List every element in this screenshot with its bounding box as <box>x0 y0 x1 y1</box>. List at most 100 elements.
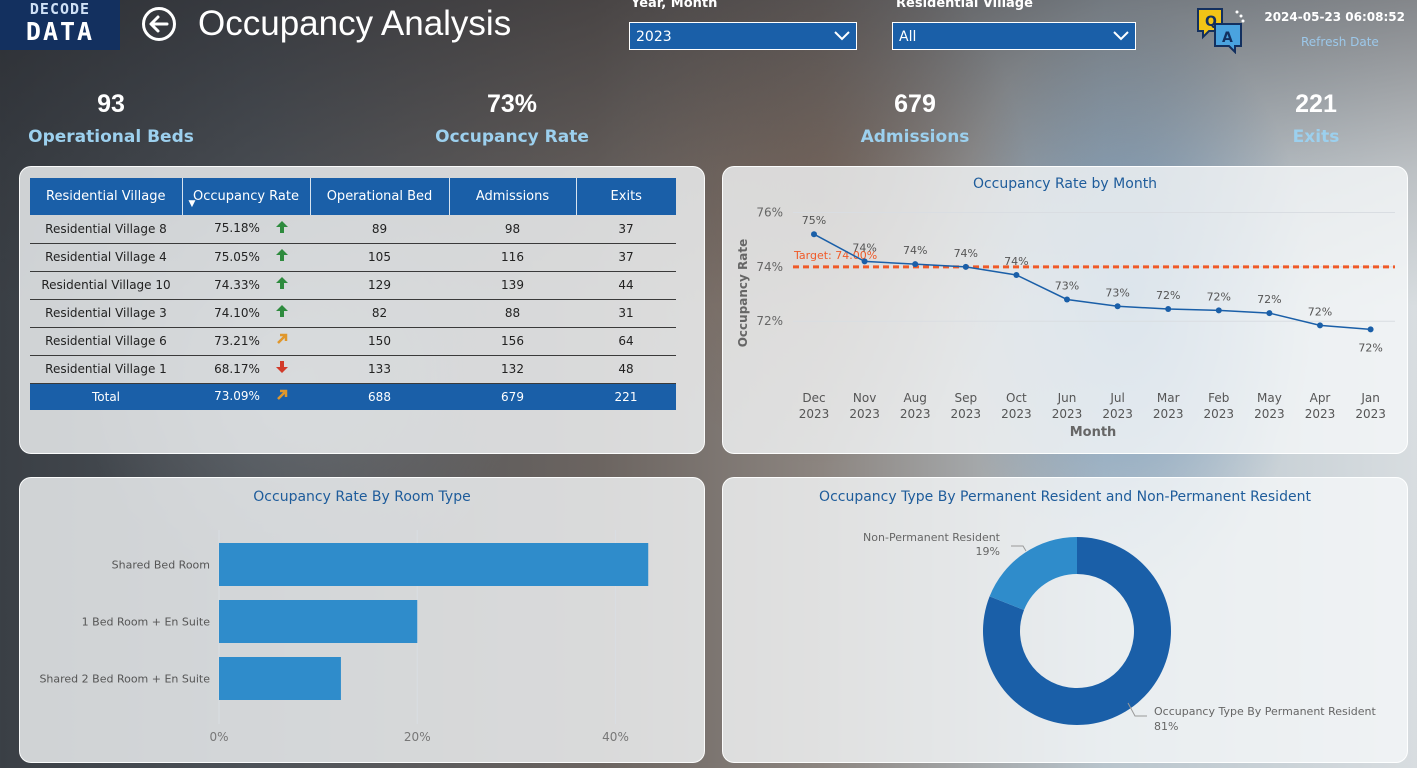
x-tick-month: Oct <box>1006 391 1027 405</box>
data-point[interactable] <box>1215 307 1222 314</box>
cell-exits: 48 <box>576 355 676 384</box>
kpi-label: Occupancy Rate <box>435 127 589 147</box>
x-tick-year: 2023 <box>1355 407 1386 421</box>
bar[interactable] <box>219 600 418 643</box>
leader-line <box>1011 545 1027 552</box>
data-point[interactable] <box>1165 306 1172 312</box>
bar[interactable] <box>219 657 341 700</box>
chart-title: Occupancy Rate By Room Type <box>253 489 471 505</box>
data-point[interactable] <box>1317 322 1323 329</box>
cell-village: Residential Village 4 <box>30 243 182 272</box>
x-tick-month: Aug <box>903 391 926 405</box>
cell-exits: 31 <box>576 299 676 328</box>
y-axis-label: Occupancy Rate <box>736 239 750 348</box>
year-month-slicer[interactable]: 2023 <box>629 22 857 50</box>
x-tick-label: 0% <box>209 730 228 744</box>
kpi-label: Exits <box>1292 127 1340 147</box>
table-header-row: Residential Village Occupancy Rate ▼ Ope… <box>30 178 676 215</box>
column-header-village[interactable]: Residential Village <box>30 178 183 215</box>
cell-exits: 221 <box>576 383 676 410</box>
village-slicer-label: Residential Village <box>896 0 1033 11</box>
column-header-exits[interactable]: Exits <box>576 178 676 215</box>
x-tick-year: 2023 <box>1001 407 1032 421</box>
refresh-date-label: Refresh Date <box>1301 35 1379 49</box>
data-label: 72% <box>1358 341 1382 354</box>
table-row[interactable]: Residential Village 8 75.18% 89 98 37 <box>30 215 676 244</box>
cell-village: Residential Village 10 <box>30 271 182 300</box>
column-header-occupancy-rate[interactable]: Occupancy Rate ▼ <box>182 178 311 215</box>
kpi-operational-beds: 93 Operational Beds <box>0 90 231 147</box>
slice-pct: 19% <box>976 545 1000 558</box>
qa-icon[interactable]: Q A <box>1195 6 1247 54</box>
arrow-left-icon <box>149 15 169 33</box>
cell-occupancy-rate: 73.21% <box>182 327 310 356</box>
rate-value: 68.17% <box>214 361 260 376</box>
data-point[interactable] <box>1114 303 1121 310</box>
cell-exits: 37 <box>576 215 676 244</box>
table-row[interactable]: Residential Village 1 68.17% 133 132 48 <box>30 355 676 384</box>
cell-operational-bed: 688 <box>310 383 449 410</box>
x-axis-label: Month <box>1070 425 1117 440</box>
table-row[interactable]: Residential Village 10 74.33% 129 139 44 <box>30 271 676 300</box>
slice-label: Occupancy Type By Permanent Resident <box>1154 705 1377 718</box>
x-tick-month: Apr <box>1310 391 1331 405</box>
target-label: Target: 74.00% <box>793 249 877 262</box>
village-table: Residential Village Occupancy Rate ▼ Ope… <box>30 178 676 410</box>
cell-village: Residential Village 8 <box>30 215 182 244</box>
cell-occupancy-rate: 74.33% <box>182 271 310 300</box>
cell-exits: 37 <box>576 243 676 272</box>
x-tick-month: Nov <box>853 391 876 405</box>
cell-village: Total <box>30 383 182 410</box>
year-month-slicer-label: Year, Month <box>631 0 718 11</box>
cell-admissions: 88 <box>449 299 576 328</box>
cell-operational-bed: 150 <box>310 327 449 356</box>
trend-up-arrow-icon <box>267 248 297 266</box>
data-point[interactable] <box>962 263 969 270</box>
leader-line <box>1127 702 1147 717</box>
refresh-datetime: 2024-05-23 06:08:52 <box>1264 10 1405 24</box>
data-label: 73% <box>1055 279 1079 292</box>
cell-village: Residential Village 6 <box>30 327 182 356</box>
x-tick-year: 2023 <box>799 407 830 421</box>
column-header-admissions[interactable]: Admissions <box>449 178 577 215</box>
donut-slice[interactable] <box>983 537 1171 725</box>
table-row[interactable]: Residential Village 4 75.05% 105 116 37 <box>30 243 676 272</box>
page-title: Occupancy Analysis <box>198 4 512 43</box>
data-point[interactable] <box>912 261 919 268</box>
table-body: Residential Village 8 75.18% 89 98 37 Residen… <box>30 215 676 410</box>
x-tick-year: 2023 <box>900 407 931 421</box>
table-total-row[interactable]: Total 73.09% 688 679 221 <box>30 383 676 410</box>
data-point[interactable] <box>1013 272 1020 278</box>
category-label: Shared Bed Room <box>112 559 210 572</box>
bar[interactable] <box>219 543 649 586</box>
cell-admissions: 139 <box>449 271 576 300</box>
logo-text-bottom: DATA <box>25 17 95 46</box>
data-point[interactable] <box>1266 310 1273 317</box>
qa-a-letter: A <box>1222 30 1233 46</box>
table-row[interactable]: Residential Village 6 73.21% 150 156 64 <box>30 327 676 356</box>
x-tick-month: May <box>1257 391 1282 405</box>
data-point[interactable] <box>811 231 817 238</box>
data-label: 73% <box>1105 286 1129 299</box>
data-point[interactable] <box>1367 326 1374 333</box>
cell-admissions: 116 <box>449 243 576 272</box>
resident-type-card: Occupancy Type By Permanent Resident and… <box>722 477 1408 763</box>
donut-slice[interactable] <box>989 537 1077 611</box>
column-header-operational-bed[interactable]: Operational Bed <box>310 178 450 215</box>
rate-value: 74.33% <box>214 277 260 292</box>
table-row[interactable]: Residential Village 3 74.10% 82 88 31 <box>30 299 676 328</box>
trend-diagonal-arrow-icon <box>267 332 297 350</box>
data-label: 75% <box>802 214 826 227</box>
data-label: 72% <box>1257 293 1281 306</box>
cell-occupancy-rate: 68.17% <box>182 355 310 384</box>
x-tick-month: Dec <box>802 391 825 405</box>
data-point[interactable] <box>1064 296 1070 303</box>
cell-operational-bed: 105 <box>310 243 449 272</box>
kpi-value: 73% <box>486 90 538 118</box>
back-button[interactable] <box>142 7 176 41</box>
occupancy-by-month-card: Occupancy Rate by Month 76% 74% 72% Occupan… <box>722 166 1408 454</box>
data-label: 72% <box>1308 305 1332 318</box>
data-point[interactable] <box>861 258 868 265</box>
village-slicer[interactable]: All <box>892 22 1136 50</box>
x-tick-year: 2023 <box>1052 407 1083 421</box>
